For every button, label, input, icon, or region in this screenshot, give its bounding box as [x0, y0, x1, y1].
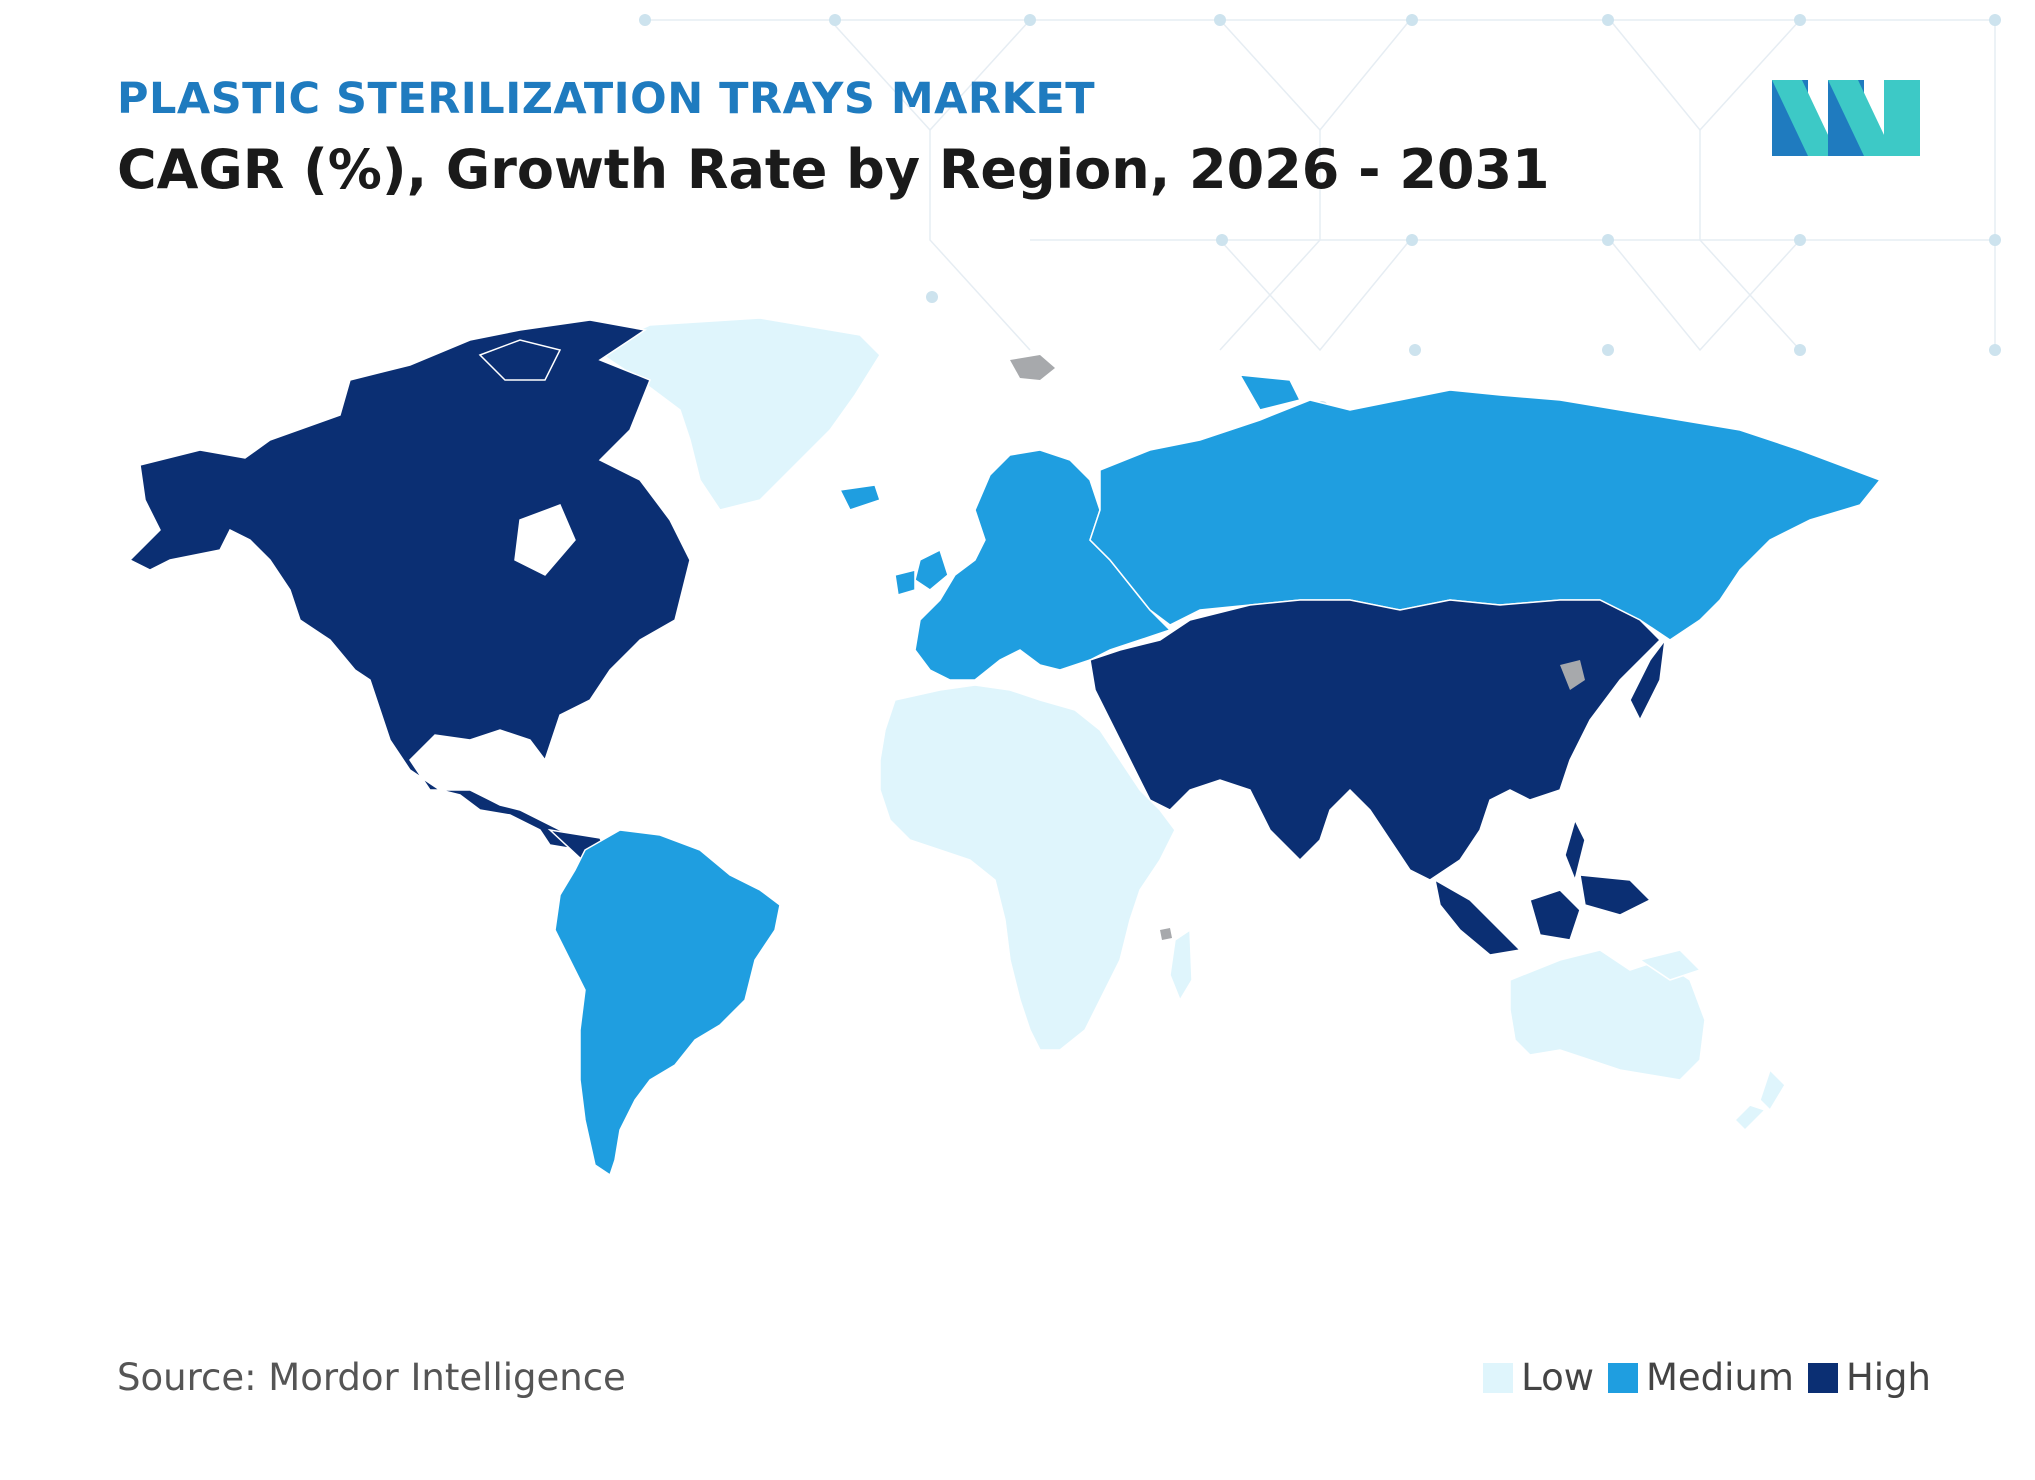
- region-russia[interactable]: [1089, 374, 1882, 641]
- legend-swatch-high: [1807, 1362, 1838, 1393]
- source-note: Source: Mordor Intelligence: [117, 1356, 626, 1399]
- region-australia[interactable]: [1509, 949, 1786, 1132]
- legend-label-high: High: [1845, 1356, 1931, 1399]
- chart-kicker: PLASTIC STERILIZATION TRAYS MARKET: [117, 74, 1096, 124]
- legend-swatch-medium: [1608, 1362, 1638, 1393]
- region-greenland[interactable]: [593, 317, 881, 511]
- region-asia[interactable]: [1089, 599, 1667, 956]
- region-south-america[interactable]: [554, 829, 781, 1177]
- region-europe[interactable]: [838, 449, 1172, 681]
- region-africa[interactable]: [879, 684, 1193, 1051]
- legend-label-medium: Medium: [1646, 1356, 1794, 1399]
- legend-swatch-low: [1483, 1362, 1514, 1393]
- legend: Low Medium High: [1483, 1356, 1931, 1399]
- chart-title: CAGR (%), Growth Rate by Region, 2026 - …: [117, 138, 1550, 201]
- legend-item-high: High: [1807, 1356, 1931, 1399]
- brand-logo: [1772, 80, 1920, 156]
- region-no-data: [1010, 355, 1585, 940]
- legend-label-low: Low: [1521, 1356, 1594, 1399]
- legend-item-medium: Medium: [1608, 1356, 1794, 1399]
- legend-item-low: Low: [1483, 1356, 1594, 1399]
- region-north-america[interactable]: [128, 319, 691, 863]
